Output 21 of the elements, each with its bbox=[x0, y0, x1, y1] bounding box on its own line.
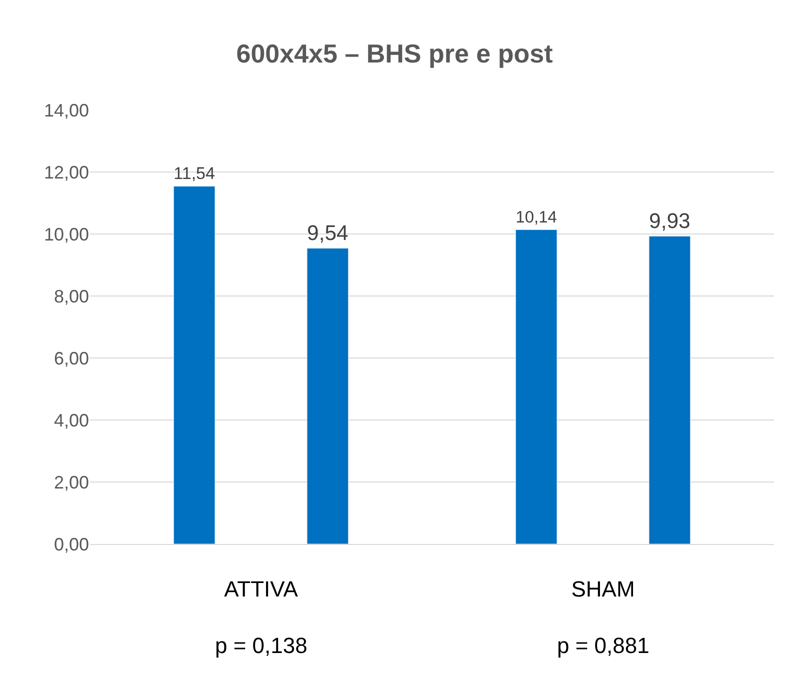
x-tick-label: ATTIVA bbox=[224, 576, 298, 602]
y-tick-label: 12,00 bbox=[44, 162, 89, 182]
y-tick-label: 8,00 bbox=[54, 286, 89, 306]
y-tick-label: 14,00 bbox=[44, 100, 89, 120]
data-label: 11,54 bbox=[174, 164, 215, 184]
bar bbox=[173, 186, 216, 544]
x-tick-label: SHAM bbox=[571, 576, 635, 602]
data-label: 10,14 bbox=[516, 208, 557, 227]
y-tick-label: 10,00 bbox=[44, 224, 89, 244]
y-tick-label: 6,00 bbox=[54, 348, 89, 368]
bar bbox=[648, 236, 691, 544]
bar bbox=[306, 248, 349, 544]
y-tick-label: 0,00 bbox=[54, 534, 89, 554]
chart-title: 600x4x5 – BHS pre e post bbox=[236, 38, 554, 68]
y-tick-label: 2,00 bbox=[54, 472, 89, 492]
bar bbox=[515, 229, 558, 544]
data-label: 9,54 bbox=[307, 222, 349, 245]
data-label: 9,93 bbox=[649, 210, 690, 233]
y-tick-label: 4,00 bbox=[54, 410, 89, 430]
text: p = 0,138 bbox=[215, 633, 308, 658]
text: p = 0,881 bbox=[557, 633, 650, 658]
